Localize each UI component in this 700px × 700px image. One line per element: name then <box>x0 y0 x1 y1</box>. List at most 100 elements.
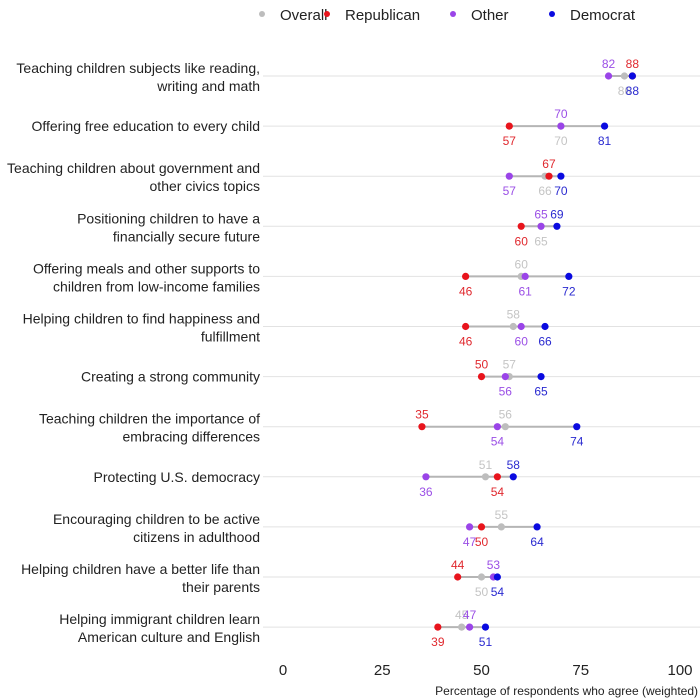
x-axis-title: Percentage of respondents who agree (wei… <box>435 684 698 698</box>
x-tick-label: 75 <box>572 662 589 679</box>
category-label: Creating a strong community <box>81 369 260 385</box>
value-label-democrat: 72 <box>562 284 576 298</box>
legend: Overall Republican Other Democrat <box>259 7 636 24</box>
category-label-line: Helping immigrant children learn <box>59 611 260 627</box>
category-label-line: Offering meals and other supports to <box>33 260 260 276</box>
category-label-line: fulfillment <box>201 329 260 345</box>
value-label-other: 60 <box>515 335 529 349</box>
value-label-republican: 60 <box>515 234 529 248</box>
point-overall <box>458 623 466 631</box>
value-label-democrat: 70 <box>554 184 568 198</box>
category-label: Offering meals and other supports to chil… <box>33 260 260 294</box>
point-republican <box>545 172 553 180</box>
value-label-democrat: 64 <box>530 535 544 549</box>
legend-marker-republican <box>324 11 330 17</box>
category-label: Helping children have a better life than… <box>21 561 260 595</box>
value-label-republican: 35 <box>415 408 429 422</box>
value-label-democrat: 69 <box>550 207 564 221</box>
point-republican <box>434 623 442 631</box>
point-democrat <box>557 172 565 180</box>
value-label-overall: 51 <box>479 458 493 472</box>
category-label-line: American culture and English <box>78 629 260 645</box>
point-other <box>501 373 509 381</box>
value-label-republican: 50 <box>475 358 489 372</box>
category-label: Helping children to find happiness and fu… <box>23 311 260 345</box>
legend-label-republican: Republican <box>345 7 420 24</box>
point-overall <box>509 322 517 331</box>
category-label-line: other civics topics <box>150 178 260 194</box>
point-other <box>537 222 545 230</box>
value-label-democrat: 54 <box>491 585 505 599</box>
value-label-democrat: 81 <box>598 134 612 148</box>
point-republican <box>517 222 525 230</box>
category-label-line: Helping children to find happiness and <box>23 311 260 327</box>
category-label: Offering free education to every child <box>31 118 260 134</box>
point-democrat <box>628 72 636 80</box>
point-overall <box>497 523 505 531</box>
x-tick-label: 50 <box>473 662 490 679</box>
category-label-line: Creating a strong community <box>81 369 260 385</box>
value-label-other: 47 <box>463 608 477 622</box>
value-label-other: 54 <box>491 435 505 449</box>
value-label-overall: 58 <box>507 308 521 322</box>
value-label-other: 61 <box>518 284 532 298</box>
point-democrat <box>553 222 561 230</box>
value-label-other: 56 <box>499 385 513 399</box>
point-democrat <box>600 122 609 130</box>
point-other <box>493 423 501 431</box>
category-label-line: Teaching children subjects like reading, <box>16 60 260 76</box>
category-label: Teaching children about government and ot… <box>7 160 260 194</box>
point-democrat <box>537 373 545 381</box>
point-other <box>557 122 565 130</box>
point-other <box>422 473 430 481</box>
category-label-line: financially secure future <box>113 228 260 244</box>
point-overall <box>481 473 490 481</box>
value-label-other: 65 <box>534 207 548 221</box>
legend-label-other: Other <box>471 7 509 24</box>
point-republican <box>505 122 513 130</box>
legend-label-democrat: Democrat <box>570 7 636 24</box>
value-label-republican: 67 <box>542 157 556 171</box>
point-democrat <box>533 523 541 531</box>
point-other <box>521 272 529 280</box>
point-democrat <box>541 322 549 331</box>
category-labels: Teaching children subjects like reading,… <box>7 60 260 645</box>
legend-marker-other <box>450 11 456 17</box>
value-label-republican: 46 <box>459 284 473 298</box>
value-label-overall: 65 <box>534 234 548 248</box>
x-tick-label: 100 <box>667 662 692 679</box>
category-label-line: Helping children have a better life than <box>21 561 260 577</box>
value-label-republican: 50 <box>475 535 489 549</box>
point-republican <box>493 473 501 481</box>
value-label-other: 82 <box>602 57 616 71</box>
value-label-other: 70 <box>554 107 568 121</box>
point-republican <box>418 423 426 431</box>
category-label-line: Positioning children to have a <box>77 210 260 226</box>
value-label-other: 57 <box>503 184 517 198</box>
point-republican <box>454 573 462 581</box>
legend-marker-overall <box>259 11 265 17</box>
category-label-line: citizens in adulthood <box>133 529 260 545</box>
x-axis: Percentage of respondents who agree (wei… <box>279 662 698 698</box>
value-label-overall: 60 <box>515 257 529 271</box>
point-republican <box>462 272 470 280</box>
x-tick-label: 0 <box>279 662 287 679</box>
value-label-overall: 45 <box>455 608 469 622</box>
value-label-republican: 54 <box>491 485 505 499</box>
point-other <box>604 72 613 80</box>
category-label-line: Protecting U.S. democracy <box>93 469 260 485</box>
category-label-line: Teaching children the importance of <box>39 411 260 427</box>
category-label-line: children from low-income families <box>53 278 260 294</box>
value-label-other: 53 <box>487 558 501 572</box>
point-democrat <box>481 623 490 631</box>
category-label-line: embracing differences <box>123 429 260 445</box>
value-label-overall: 57 <box>503 358 517 372</box>
point-democrat <box>565 272 573 280</box>
point-democrat <box>493 573 501 581</box>
category-label: Helping immigrant children learn American… <box>59 611 260 645</box>
point-democrat <box>573 423 581 431</box>
value-label-republican: 44 <box>451 558 465 572</box>
point-republican <box>477 523 486 531</box>
category-label: Encouraging children to be active citizen… <box>53 511 260 545</box>
